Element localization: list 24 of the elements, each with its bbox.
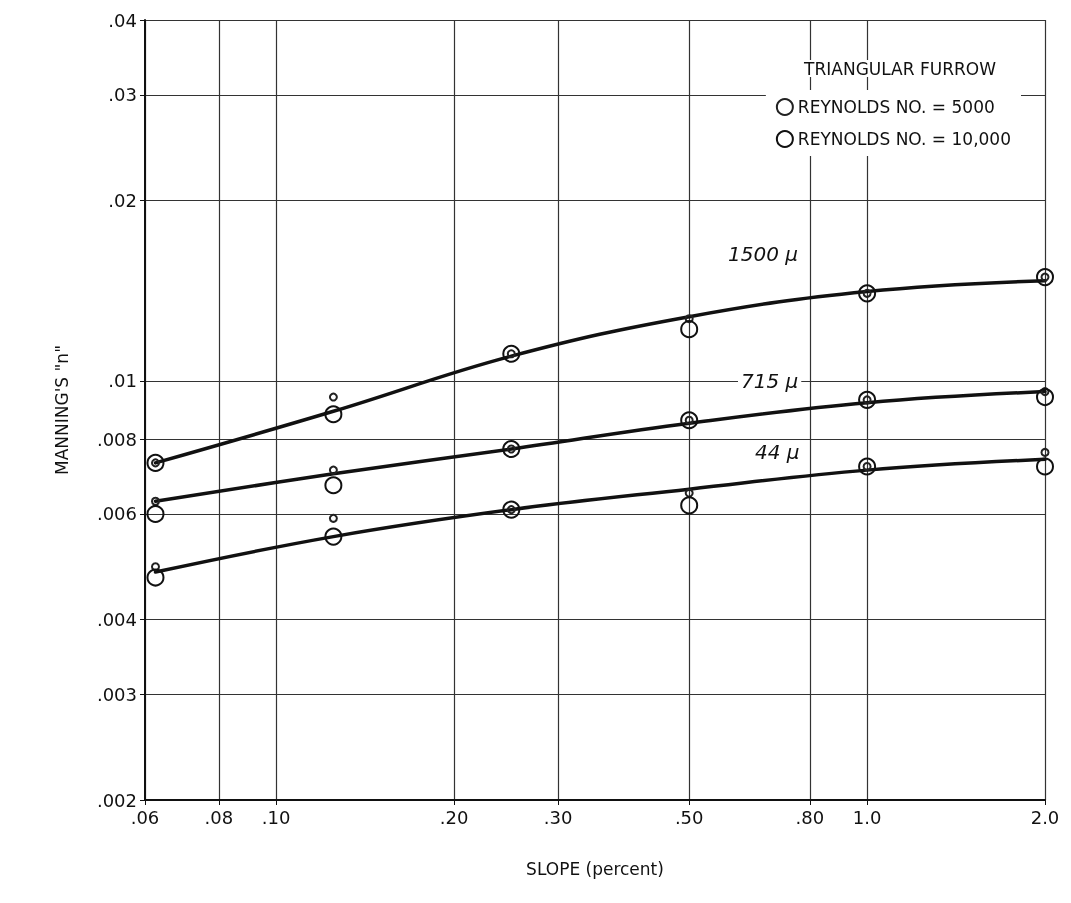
y-tick-label: .004 <box>96 609 137 631</box>
annotation: 1500 μ <box>728 242 798 266</box>
y-tick-label: .04 <box>108 9 137 31</box>
y-tick-label: .02 <box>108 189 137 211</box>
x-tick-label: .20 <box>439 806 469 828</box>
x-tick-label: .10 <box>261 806 291 828</box>
x-tick-label: .30 <box>543 806 573 828</box>
y-tick-label: .01 <box>108 370 137 392</box>
legend-label: REYNOLDS NO. = 5000 <box>797 97 995 117</box>
x-tick-label: .50 <box>674 806 704 828</box>
y-tick-label: .03 <box>108 84 137 106</box>
annotation: 715 μ <box>741 369 799 393</box>
y-tick-label: .006 <box>96 503 137 525</box>
legend-label: REYNOLDS NO. = 10,000 <box>797 129 1011 149</box>
x-axis-title: SLOPE (percent) <box>526 858 664 879</box>
x-tick-label: .08 <box>204 806 234 828</box>
x-tick-label: 2.0 <box>1030 806 1060 828</box>
x-tick-label: .80 <box>795 806 825 828</box>
y-tick-label: .008 <box>96 428 137 450</box>
y-axis-title: MANNING'S "n" <box>51 345 72 475</box>
x-tick-label: 1.0 <box>852 806 882 828</box>
y-tick-label: .003 <box>96 683 137 705</box>
annotation: 44 μ <box>755 440 800 464</box>
legend-title: TRIANGULAR FURROW <box>803 58 997 79</box>
